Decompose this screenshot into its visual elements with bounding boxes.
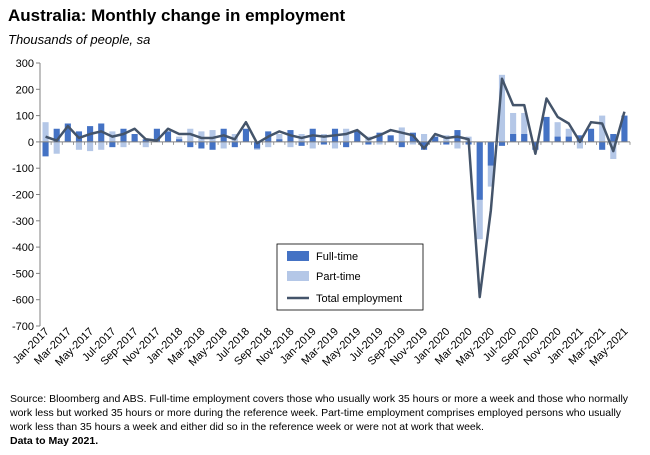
full-time-bar [343,141,350,148]
data-to-note: Data to May 2021. [10,435,99,447]
legend: Full-time Part-time Total employment [276,243,424,311]
legend-part-time-swatch [287,271,309,281]
source-text: Source: Bloomberg and ABS. Full-time emp… [10,393,629,433]
total-employment-series-line [45,77,626,299]
full-time-bar [42,141,49,157]
full-time-bar [176,139,183,142]
full-time-bar [398,141,405,148]
full-time-bar [198,141,205,149]
part-time-bar [331,141,339,149]
full-time-bar [587,128,595,142]
y-tick-label: -100 [12,163,34,175]
full-time-bar [53,128,60,142]
full-time-bar [120,128,127,142]
y-tick-label: -400 [12,242,34,254]
part-time-bar [599,115,606,142]
full-time-bar [354,131,361,142]
part-time-bar [510,112,517,142]
y-tick-label: 100 [16,111,34,123]
full-time-bar [109,141,116,148]
y-tick-label: -200 [12,190,34,202]
source-note: Source: Bloomberg and ABS. Full-time emp… [10,392,640,448]
full-time-bar [387,135,394,142]
y-tick-label: -300 [12,216,34,228]
full-time-bar [298,141,305,146]
full-time-bar [543,116,550,142]
full-time-bar [476,141,483,200]
full-time-bar [187,141,194,148]
y-tick-label: -600 [12,295,34,307]
full-time-bar [276,139,283,142]
full-time-bar [443,141,450,145]
chart-title: Australia: Monthly change in employment [8,6,346,25]
part-time-bar [42,122,49,142]
part-time-bar [176,136,183,142]
full-time-bar [242,128,249,142]
full-time-bar [421,141,428,150]
part-time-bar [398,127,405,142]
full-time-bar [432,136,439,142]
full-time-bar [142,139,149,142]
part-time-bar [576,141,583,149]
part-time-bar [142,141,149,148]
full-time-bar [510,134,517,142]
part-time-bar [554,122,561,142]
full-time-bar [231,141,238,148]
full-time-bar [576,135,583,142]
full-time-bar [610,134,617,142]
legend-full-time-label: Full-time [316,251,358,263]
y-axis-ticks: -700 -600 -500 -400 -300 -200 -100 0 100 200 300 [12,58,40,333]
total-employment-line [45,77,626,299]
part-time-bar [87,141,94,152]
legend-part-time-label: Part-time [316,271,361,283]
part-time-bar [98,141,105,150]
full-time-bar [320,141,327,145]
part-time-bar [376,141,383,145]
full-time-bar [521,134,528,142]
full-time-bar [365,141,372,145]
part-time-bar [498,74,506,142]
part-time-bar [565,128,572,142]
full-time-bar [164,131,172,142]
legend-total-employment-label: Total employment [316,293,402,305]
full-time-bar [254,141,261,149]
part-time-bar [287,141,294,148]
y-tick-label: -700 [12,321,34,333]
full-time-bar [554,136,561,142]
part-time-bar [75,141,83,150]
full-time-bar [487,141,494,166]
full-time-bar [64,123,71,142]
part-time-bar [409,141,416,145]
full-time-bar [409,132,416,142]
part-time-bar [521,112,528,142]
part-time-bar [220,141,227,149]
part-time-bar [454,141,461,149]
full-time-bar [532,141,539,150]
part-time-bar [320,134,327,142]
part-time-bars [42,74,617,240]
full-time-bar [599,141,606,150]
part-time-bar [343,128,350,142]
part-time-bar [209,130,216,142]
full-time-bar [131,134,138,142]
full-time-bar [498,141,506,146]
part-time-bar [421,134,428,142]
legend-full-time-swatch [287,251,309,261]
part-time-bar [120,141,127,148]
full-time-bar [376,132,383,142]
chart-subtitle: Thousands of people, sa [8,32,151,47]
part-time-bar [276,134,283,142]
part-time-bar [265,141,272,148]
part-time-bar [53,141,60,154]
y-tick-label: 200 [16,84,34,96]
part-time-bar [309,141,316,149]
full-time-bar [621,115,628,142]
y-tick-label: -500 [12,268,34,280]
full-time-bar [153,128,160,142]
y-tick-label: 0 [28,137,34,149]
full-time-bar [209,141,216,150]
y-tick-label: 300 [16,58,34,70]
full-time-bar [565,136,572,142]
